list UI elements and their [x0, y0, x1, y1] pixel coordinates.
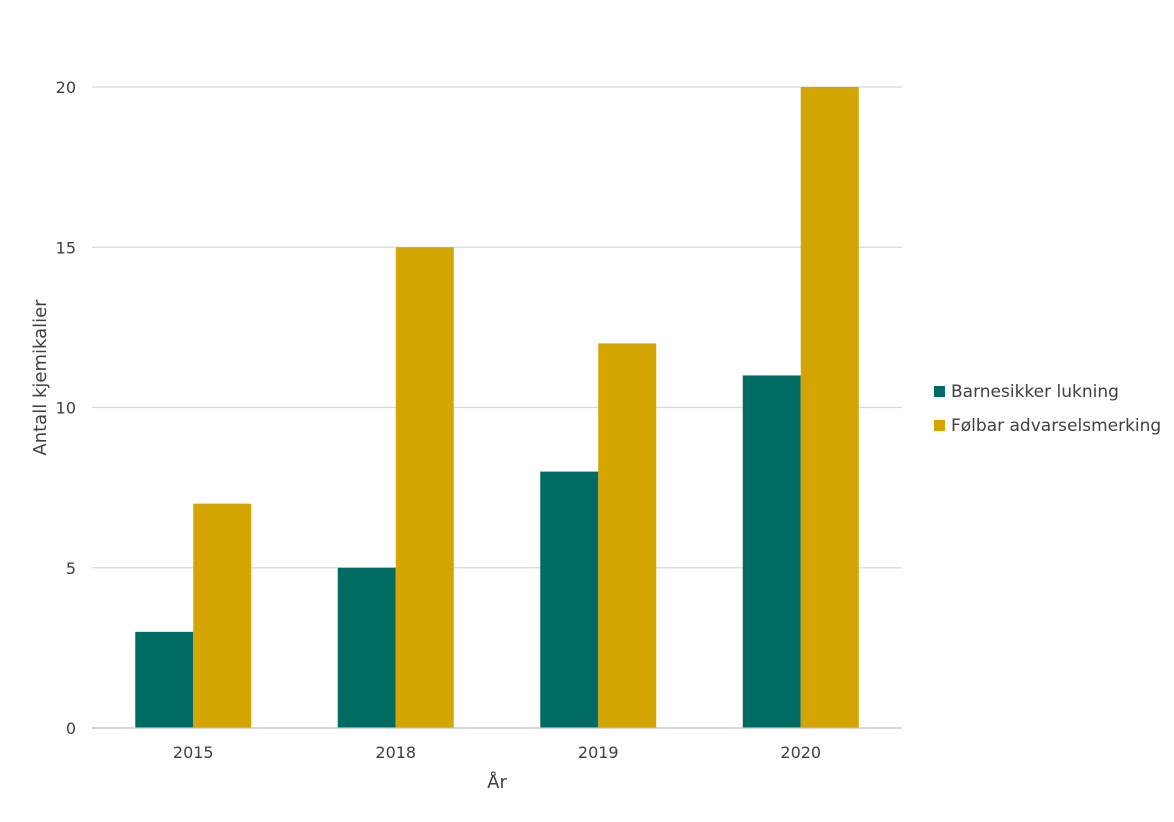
y-tick-label: 10 [56, 399, 76, 418]
legend-swatch [934, 386, 945, 397]
x-tick-label: 2018 [375, 743, 416, 762]
bar-barnesikker-2015 [135, 631, 194, 728]
y-tick-label: 15 [56, 238, 76, 257]
legend-swatch [934, 420, 945, 431]
x-tick-label: 2015 [173, 743, 214, 762]
bar-folbar-2019 [598, 343, 657, 728]
x-tick-label: 2020 [780, 743, 821, 762]
bars [135, 87, 859, 728]
legend-label: Følbar advarselsmerking [951, 416, 1161, 436]
y-tick-label: 20 [56, 78, 76, 97]
legend: Barnesikker lukning Følbar advarselsmerki… [934, 382, 1161, 436]
axes: 0 5 10 15 20 2015 2018 2019 2020 [56, 78, 902, 762]
bar-folbar-2020 [800, 87, 859, 728]
bar-folbar-2018 [395, 247, 454, 728]
x-tick-label: 2019 [578, 743, 619, 762]
legend-label: Barnesikker lukning [951, 382, 1119, 402]
bar-barnesikker-2020 [742, 375, 801, 728]
y-tick-label: 5 [66, 559, 76, 578]
bar-barnesikker-2019 [540, 471, 599, 728]
y-tick-label: 0 [66, 719, 76, 738]
y-axis-title: Antall kjemikalier [30, 299, 51, 456]
bar-folbar-2015 [193, 503, 252, 728]
bar-barnesikker-2018 [337, 567, 396, 728]
x-axis-title: År [487, 771, 507, 793]
